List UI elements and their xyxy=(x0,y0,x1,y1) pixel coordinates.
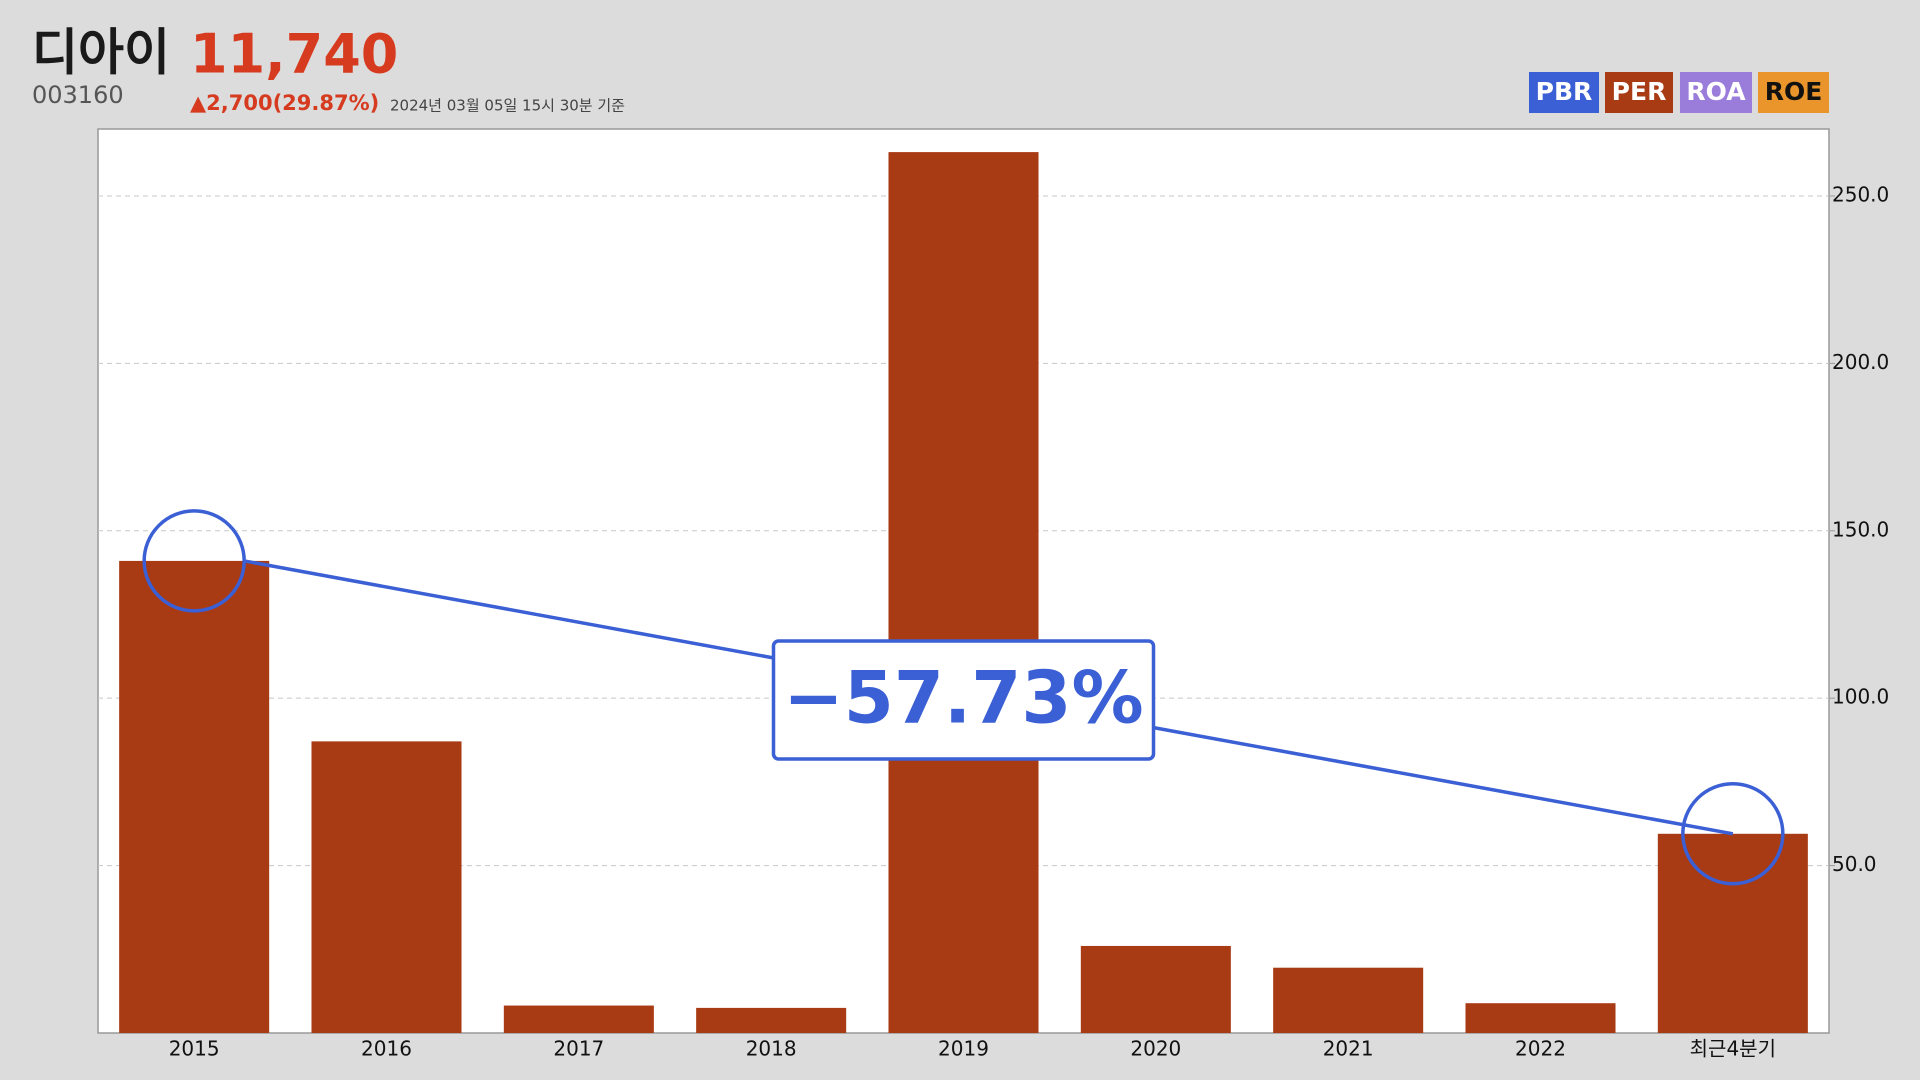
bar xyxy=(696,1007,847,1033)
legend-button-label[interactable]: ROE xyxy=(1765,77,1823,106)
legend-button[interactable] xyxy=(1529,72,1599,113)
stock-name: 디아이 xyxy=(32,24,170,82)
x-tick-label: 2019 xyxy=(938,1037,989,1061)
x-tick-label: 2018 xyxy=(746,1037,797,1061)
y-tick-label: 100.0 xyxy=(1832,685,1889,709)
price-change: ▲2,700(29.87%) xyxy=(190,91,379,115)
legend-button[interactable] xyxy=(1680,72,1752,113)
bar xyxy=(1465,1003,1616,1033)
y-tick-label: 200.0 xyxy=(1832,350,1889,374)
annotation-label: −57.73% xyxy=(783,656,1143,740)
bar xyxy=(503,1005,654,1033)
legend-button[interactable] xyxy=(1605,72,1673,113)
legend-button-label[interactable]: PER xyxy=(1612,77,1667,106)
y-tick-label: 250.0 xyxy=(1832,182,1889,206)
y-tick-label: 50.0 xyxy=(1832,852,1877,876)
highlight-circle xyxy=(1681,782,1785,886)
x-tick-label: 2015 xyxy=(169,1037,220,1061)
legend-button-label[interactable]: ROA xyxy=(1686,77,1746,106)
annotation-box xyxy=(771,639,1156,761)
x-tick-label: 2020 xyxy=(1130,1037,1181,1061)
timestamp: 2024년 03월 05일 15시 30분 기준 xyxy=(390,97,625,115)
bar xyxy=(888,152,1039,1033)
stock-price: 11,740 xyxy=(190,23,398,86)
x-tick-label: 2021 xyxy=(1323,1037,1374,1061)
stock-code: 003160 xyxy=(32,81,124,109)
x-tick-label: 2022 xyxy=(1515,1037,1566,1061)
x-tick-label: 2016 xyxy=(361,1037,412,1061)
bar xyxy=(119,560,270,1033)
x-tick-label: 2017 xyxy=(553,1037,604,1061)
legend-button[interactable] xyxy=(1758,72,1829,113)
legend-button-label[interactable]: PBR xyxy=(1536,77,1593,106)
bar xyxy=(1273,967,1424,1033)
bar xyxy=(1657,833,1808,1033)
bar xyxy=(1080,945,1231,1033)
y-tick-label: 150.0 xyxy=(1832,517,1889,541)
highlight-circle xyxy=(142,509,246,613)
bar xyxy=(311,741,462,1033)
x-tick-label: 최근4분기 xyxy=(1690,1037,1776,1061)
